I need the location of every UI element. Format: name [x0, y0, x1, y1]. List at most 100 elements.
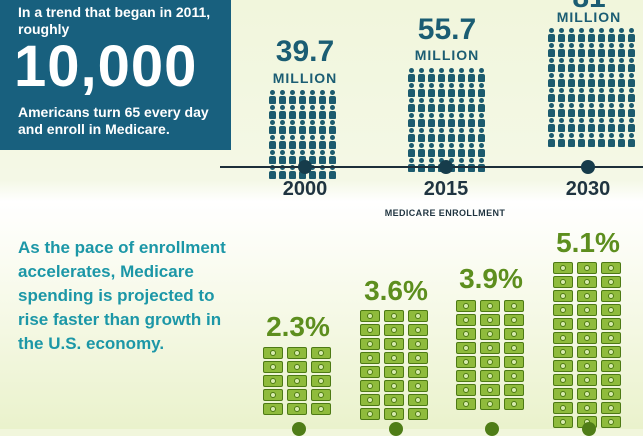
dollar-bill-icon — [384, 310, 404, 322]
person-icon — [557, 88, 566, 102]
person-icon — [427, 113, 436, 127]
dollar-bill-icon — [601, 318, 621, 330]
person-icon — [437, 83, 446, 97]
person-icon — [587, 43, 596, 57]
person-icon — [298, 120, 307, 134]
person-icon — [278, 105, 287, 119]
person-icon — [577, 88, 586, 102]
dollar-bill-icon — [577, 304, 597, 316]
person-icon — [547, 73, 556, 87]
person-icon — [278, 90, 287, 104]
dollar-bill-icon — [287, 403, 307, 415]
person-icon — [318, 105, 327, 119]
person-icon — [457, 128, 466, 142]
person-icon — [587, 118, 596, 132]
dollar-bill-icon — [553, 346, 573, 358]
dollar-bill-icon — [504, 314, 524, 326]
dollar-bill-icon — [577, 276, 597, 288]
person-icon — [577, 28, 586, 42]
person-icon — [278, 135, 287, 149]
person-icon — [617, 43, 626, 57]
person-icon — [328, 105, 337, 119]
person-icon — [417, 113, 426, 127]
money-stack-3 — [456, 300, 526, 410]
dollar-bill-icon — [601, 402, 621, 414]
dollar-bill-icon — [408, 380, 428, 392]
person-icon — [607, 133, 616, 147]
person-icon — [597, 43, 606, 57]
person-icon — [587, 73, 596, 87]
person-icon — [607, 58, 616, 72]
dollar-bill-icon — [577, 388, 597, 400]
person-icon — [607, 103, 616, 117]
person-icon — [567, 73, 576, 87]
person-icon — [427, 143, 436, 157]
dollar-bill-icon — [384, 394, 404, 406]
dollar-bill-icon — [384, 366, 404, 378]
person-icon — [457, 113, 466, 127]
dollar-bill-icon — [311, 375, 331, 387]
dollar-bill-icon — [601, 374, 621, 386]
spending-statement: As the pace of enrollment accelerates, M… — [18, 238, 226, 353]
person-icon — [607, 43, 616, 57]
person-icon — [617, 58, 626, 72]
person-icon — [308, 150, 317, 164]
dollar-bill-icon — [553, 402, 573, 414]
person-icon — [298, 90, 307, 104]
spending-dot-3 — [485, 422, 499, 436]
enrollment-value-2000: 39.7 — [275, 35, 335, 68]
person-icon — [437, 143, 446, 157]
spending-dot-2 — [389, 422, 403, 436]
dollar-bill-icon — [553, 262, 573, 274]
dollar-bill-icon — [553, 360, 573, 372]
dollar-bill-icon — [504, 370, 524, 382]
dollar-bill-icon — [553, 374, 573, 386]
person-icon — [328, 150, 337, 164]
dollar-bill-icon — [577, 262, 597, 274]
dollar-bill-icon — [456, 398, 476, 410]
person-icon — [318, 120, 327, 134]
dollar-bill-icon — [408, 338, 428, 350]
dollar-bill-icon — [311, 389, 331, 401]
person-icon — [567, 58, 576, 72]
dollar-bill-icon — [480, 384, 500, 396]
enrollment-caption: MEDICARE ENROLLMENT — [384, 208, 506, 218]
dollar-bill-icon — [456, 370, 476, 382]
dollar-bill-icon — [408, 324, 428, 336]
person-icon — [407, 83, 416, 97]
dollar-bill-icon — [360, 338, 380, 350]
people-figures-2015 — [407, 68, 486, 172]
dollar-bill-icon — [360, 394, 380, 406]
dollar-bill-icon — [553, 276, 573, 288]
person-icon — [547, 58, 556, 72]
person-icon — [597, 73, 606, 87]
person-icon — [278, 150, 287, 164]
dollar-bill-icon — [311, 347, 331, 359]
people-figures-2030 — [547, 28, 636, 147]
dollar-bill-icon — [456, 384, 476, 396]
dollar-bill-icon — [553, 318, 573, 330]
person-icon — [467, 113, 476, 127]
dollar-bill-icon — [553, 388, 573, 400]
person-icon — [318, 135, 327, 149]
person-icon — [457, 98, 466, 112]
dollar-bill-icon — [384, 352, 404, 364]
dollar-bill-icon — [263, 375, 283, 387]
dollar-bill-icon — [601, 388, 621, 400]
person-icon — [298, 105, 307, 119]
person-icon — [437, 113, 446, 127]
dollar-bill-icon — [360, 366, 380, 378]
person-icon — [308, 120, 317, 134]
person-icon — [467, 68, 476, 82]
person-icon — [447, 68, 456, 82]
person-icon — [268, 90, 277, 104]
person-icon — [328, 120, 337, 134]
callout-intro: In a trend that began in 2011, roughly — [18, 4, 211, 37]
person-icon — [467, 143, 476, 157]
year-label-2015: 2015 — [423, 178, 469, 200]
person-icon — [587, 28, 596, 42]
dollar-bill-icon — [504, 342, 524, 354]
dollar-bill-icon — [360, 380, 380, 392]
person-icon — [567, 88, 576, 102]
person-icon — [298, 135, 307, 149]
